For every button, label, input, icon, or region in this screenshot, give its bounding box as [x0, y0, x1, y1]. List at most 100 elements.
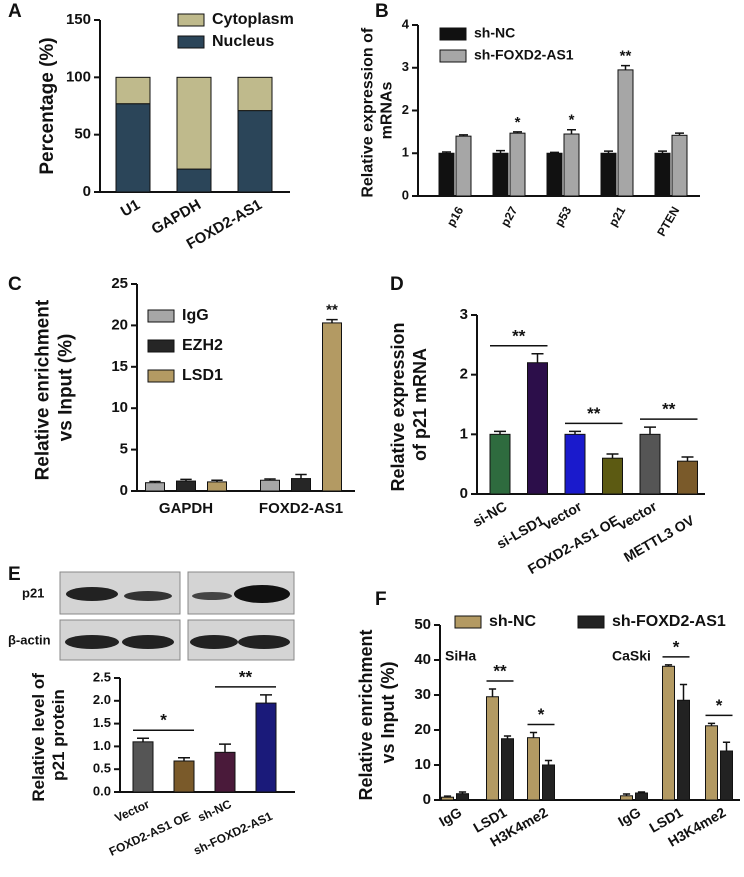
bar: [677, 460, 698, 495]
y-axis-label-line: of p21 mRNA: [410, 348, 430, 461]
x-tick-label: U1: [118, 196, 143, 220]
bar: [322, 322, 342, 492]
bar: [237, 110, 273, 193]
bar: [527, 362, 548, 495]
bar: [617, 69, 634, 197]
bar: [542, 764, 555, 801]
x-tick-label: Vector: [112, 797, 151, 825]
x-tick-label: vector: [615, 498, 660, 533]
legend-swatch: [454, 615, 482, 629]
significance: *: [569, 112, 575, 129]
legend-swatch: [577, 615, 605, 629]
y-tick-label: 0: [83, 183, 91, 200]
error-bar: [550, 151, 559, 154]
legend-swatch: [147, 309, 175, 323]
x-tick-label: sh-NC: [196, 797, 234, 825]
x-tick-label: p53: [552, 204, 575, 229]
bar: [654, 152, 671, 197]
error-bar: [219, 743, 231, 753]
error-bar: [567, 128, 576, 135]
error-bar: [675, 132, 684, 136]
bar: [455, 135, 472, 197]
error-bar: [529, 731, 538, 738]
error-bar: [658, 150, 667, 154]
x-tick-label: vector: [540, 498, 585, 533]
legend-swatch: [177, 35, 205, 49]
y-axis-label: Relative enrichment vs Input (%): [356, 624, 398, 800]
significance: **: [493, 662, 507, 681]
legend-label: IgG: [182, 307, 209, 324]
error-bar: [722, 741, 731, 751]
y-axis-label-line: mRNAs: [379, 82, 396, 140]
y-tick-label: 1.0: [93, 738, 111, 753]
error-bar: [513, 131, 522, 134]
x-tick-label: FOXD2-AS1: [259, 500, 343, 517]
error-bar: [442, 151, 451, 154]
bar: [176, 76, 212, 170]
bar: [620, 795, 633, 801]
legend-swatch: [177, 13, 205, 27]
y-tick-label: 4: [402, 16, 410, 31]
significance: **: [662, 400, 676, 419]
bar: [677, 699, 690, 801]
y-tick-label: 5: [120, 441, 128, 458]
x-tick-label: si-LSD1: [494, 512, 547, 552]
y-axis-label: Percentage (%): [37, 37, 58, 174]
x-tick-label: si-NC: [470, 498, 510, 530]
y-tick-label: 1: [402, 145, 409, 160]
y-tick-label: 150: [66, 11, 91, 28]
error-bar: [458, 791, 467, 794]
x-tick-label: p16: [444, 204, 467, 229]
error-bar: [211, 479, 223, 482]
bar: [600, 152, 617, 197]
significance: **: [620, 48, 632, 65]
y-tick-label: 0: [402, 187, 409, 202]
y-tick-label: 100: [66, 68, 91, 85]
error-bar: [137, 737, 149, 742]
x-tick-label: IgG: [615, 804, 643, 830]
y-axis-label-line: Relative level of: [29, 668, 48, 801]
significance: *: [673, 637, 680, 656]
bar: [492, 152, 509, 197]
error-bar: [503, 735, 512, 739]
y-tick-label: 2.5: [93, 669, 111, 684]
y-tick-label: 2.0: [93, 692, 111, 707]
y-tick-label: 3: [460, 306, 468, 323]
bar: [639, 433, 661, 495]
error-bar: [664, 664, 673, 667]
bar: [509, 132, 526, 197]
legend-swatch: [439, 27, 467, 41]
bar: [438, 152, 455, 197]
error-bar: [260, 694, 272, 704]
western-blot: p21 β-actin: [8, 571, 295, 661]
error-bar: [149, 480, 161, 483]
group-label: CaSki: [612, 648, 651, 664]
significance: **: [587, 404, 601, 423]
legend-label: sh-NC: [474, 25, 515, 41]
y-axis-label: Relative expression of p21 mRNA: [388, 317, 430, 491]
bar: [441, 796, 454, 801]
bar: [173, 760, 195, 793]
y-tick-label: 40: [414, 651, 431, 668]
error-bar: [326, 318, 338, 323]
y-axis-label: Relative level of p21 protein: [29, 668, 68, 801]
significance: **: [326, 302, 338, 319]
bar: [564, 433, 586, 495]
bar: [255, 702, 277, 793]
bar: [115, 103, 151, 193]
y-tick-label: 25: [111, 275, 128, 292]
blot-band: [238, 635, 290, 649]
bar: [662, 665, 675, 801]
y-tick-label: 20: [414, 721, 431, 738]
panel-label: F: [375, 589, 387, 610]
panel-label: E: [8, 564, 21, 585]
error-bar: [604, 150, 613, 154]
blot-band: [65, 635, 119, 649]
error-bar: [496, 149, 505, 154]
bar: [260, 479, 280, 492]
bar: [132, 741, 154, 793]
significance: *: [160, 711, 167, 730]
legend-label: LSD1: [182, 367, 223, 384]
y-tick-label: 3: [402, 59, 409, 74]
